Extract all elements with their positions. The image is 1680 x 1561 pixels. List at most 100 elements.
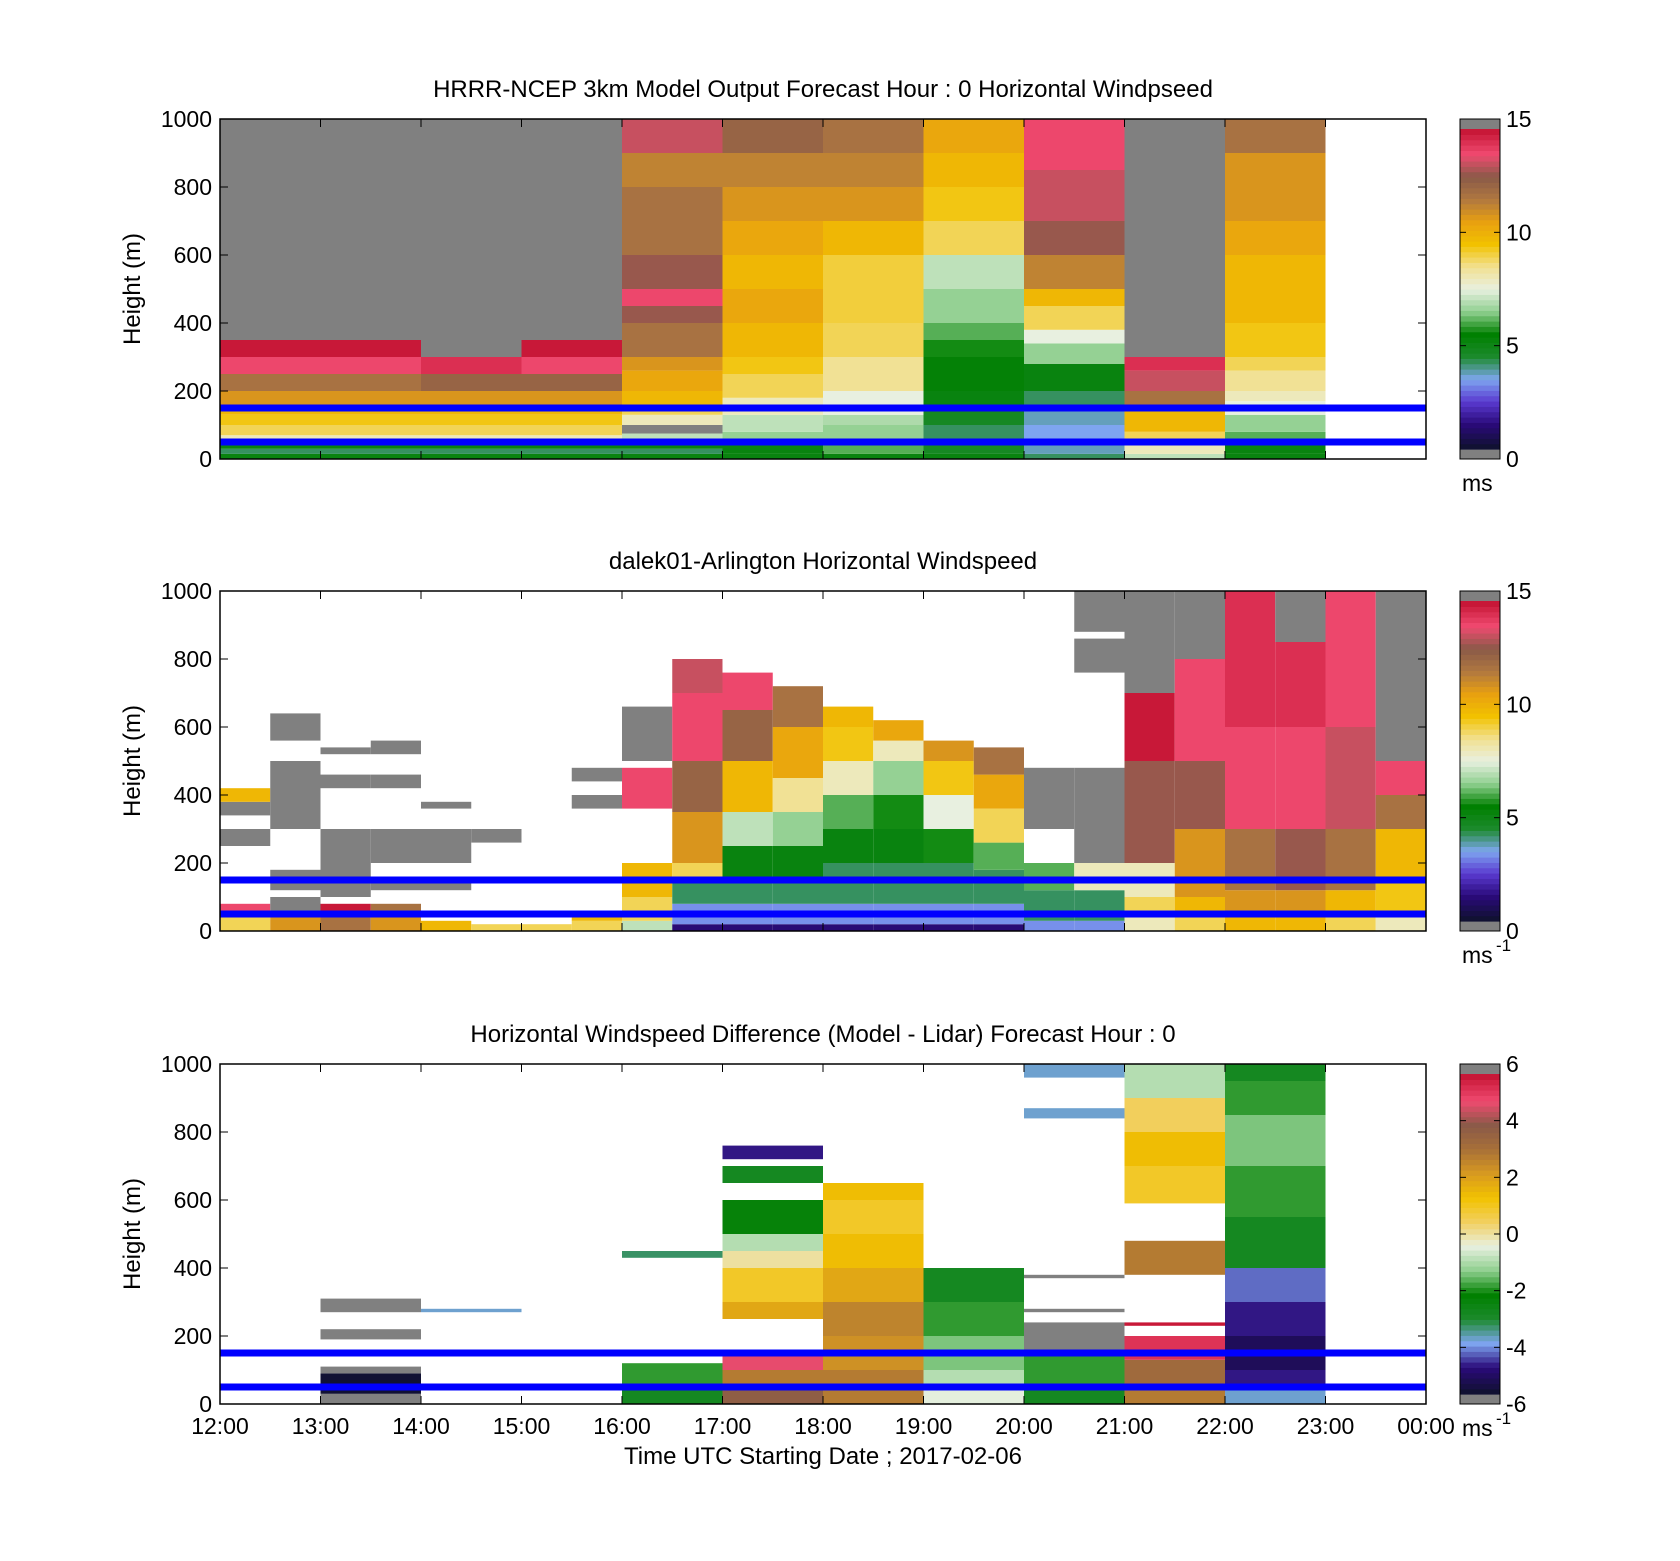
colorbar-swatch <box>1460 262 1500 269</box>
colorbar-swatch <box>1460 739 1500 746</box>
colorbar-swatch <box>1460 1207 1500 1214</box>
heatmap-cell <box>823 706 874 727</box>
heatmap-cell <box>1225 1302 1326 1336</box>
heatmap-cell <box>320 1298 421 1313</box>
heatmap-cell <box>521 391 622 405</box>
heatmap-cell <box>823 761 874 795</box>
heatmap-cell <box>320 917 371 931</box>
heatmap-cell <box>1074 591 1125 632</box>
heatmap-cell <box>521 924 572 931</box>
heatmap-cell <box>1225 1081 1326 1115</box>
heatmap-cell <box>923 340 1024 357</box>
heatmap-cell <box>1124 1132 1225 1166</box>
heatmap-cell <box>320 1393 421 1404</box>
heatmap-cell <box>722 357 823 374</box>
x-axis-label: Time UTC Starting Date ; 2017-02-06 <box>624 1443 1022 1470</box>
heatmap-cell <box>220 340 321 357</box>
heatmap-cell <box>622 370 723 391</box>
colorbar-swatch <box>1460 129 1500 135</box>
heatmap-cell <box>622 767 673 809</box>
heatmap-cell <box>722 374 823 398</box>
heatmap-cell <box>320 453 421 459</box>
colorbar-frame <box>1459 590 1501 932</box>
heatmap-cell <box>320 1366 421 1374</box>
colorbar-tick-label: 2 <box>1506 1164 1519 1190</box>
colorbar-swatch <box>1460 155 1500 162</box>
colorbar-swatch <box>1460 1383 1500 1390</box>
heatmap-cell <box>1024 306 1125 330</box>
colorbar-swatch <box>1460 299 1500 306</box>
heatmap-cell <box>1074 638 1125 673</box>
panel-3: 12:00 13:00 14:00 15:00 16:00 17:00 18:00 19:00… <box>119 1021 1527 1470</box>
heatmap-cell <box>421 414 522 425</box>
heatmap-cell <box>923 408 1024 425</box>
heatmap-cell <box>220 357 321 374</box>
colorbar-swatch <box>1460 889 1500 895</box>
colorbar-tick-label: 0 <box>1506 918 1519 944</box>
heatmap-cell <box>973 774 1024 809</box>
heatmap-cell <box>571 767 622 782</box>
colorbar-swatch <box>1460 337 1500 343</box>
heatmap-cell <box>722 323 823 357</box>
colorbar-swatch <box>1460 331 1500 338</box>
heatmap-cell <box>823 1234 924 1268</box>
heatmap-cell <box>823 119 924 153</box>
heatmap-cell <box>923 153 1024 187</box>
colorbar-tick-label: 5 <box>1506 333 1519 359</box>
heatmap-cell <box>823 425 924 439</box>
heatmap-cell <box>722 812 773 846</box>
heatmap-cell <box>421 1308 522 1313</box>
heatmap-cell <box>370 740 421 755</box>
y-tick-label: 800 <box>174 1119 212 1145</box>
heatmap-cell <box>1325 917 1376 931</box>
heatmap-cell <box>421 829 472 863</box>
heatmap-cell <box>672 693 723 761</box>
y-tick-label: 0 <box>199 918 212 944</box>
colorbar-tick-label: 4 <box>1506 1108 1519 1134</box>
colorbar-swatch <box>1460 1212 1500 1219</box>
colorbar-swatch <box>1460 1223 1500 1230</box>
heatmap-cell <box>722 414 823 432</box>
colorbar-swatch <box>1460 369 1500 375</box>
colorbar-swatch <box>1460 294 1500 301</box>
colorbar-swatch <box>1460 649 1500 655</box>
heatmap-cell <box>622 425 723 434</box>
heatmap-cell <box>220 917 271 931</box>
colorbar-swatch <box>1460 1079 1500 1086</box>
heatmap-cell <box>1024 1387 1125 1404</box>
colorbar-swatch <box>1460 1244 1500 1251</box>
y-tick-label: 200 <box>174 850 212 876</box>
colorbar-swatch <box>1460 1148 1500 1155</box>
colorbar-swatch <box>1460 894 1500 901</box>
heatmap-cell <box>320 340 421 357</box>
colorbar-swatch <box>1460 851 1500 858</box>
x-tick-label: 22:00 <box>1196 1413 1254 1439</box>
colorbar-swatch <box>1460 401 1500 407</box>
x-tick-label: 16:00 <box>593 1413 651 1439</box>
colorbar-swatch <box>1460 1138 1500 1144</box>
heatmap-cell <box>1225 153 1326 187</box>
heatmap-cell <box>1024 289 1125 306</box>
colorbar-tick-label: 10 <box>1506 219 1532 245</box>
colorbar-swatch <box>1460 390 1500 397</box>
heatmap-cell <box>421 374 522 391</box>
heatmap-cell <box>973 869 1024 904</box>
colorbar-swatch <box>1460 1095 1500 1102</box>
heatmap-cell <box>973 747 1024 775</box>
colorbar-swatch <box>1460 1180 1500 1187</box>
colorbar-swatch <box>1460 665 1500 671</box>
heatmap-cell <box>421 920 472 931</box>
heatmap-cell <box>873 924 924 931</box>
colorbar-swatch <box>1460 766 1500 773</box>
heatmap-cell <box>220 119 321 340</box>
heatmap-cell <box>1124 445 1225 454</box>
colorbar-tick-label: 0 <box>1506 1221 1519 1247</box>
heatmap-cell <box>923 924 974 931</box>
colorbar-swatch <box>1460 374 1500 381</box>
colorbar-swatch <box>1460 841 1500 847</box>
heatmap-cell <box>923 357 1024 391</box>
heatmap-cell <box>1375 591 1426 693</box>
colorbar-swatch <box>1460 193 1500 199</box>
heatmap-cell <box>622 391 723 405</box>
